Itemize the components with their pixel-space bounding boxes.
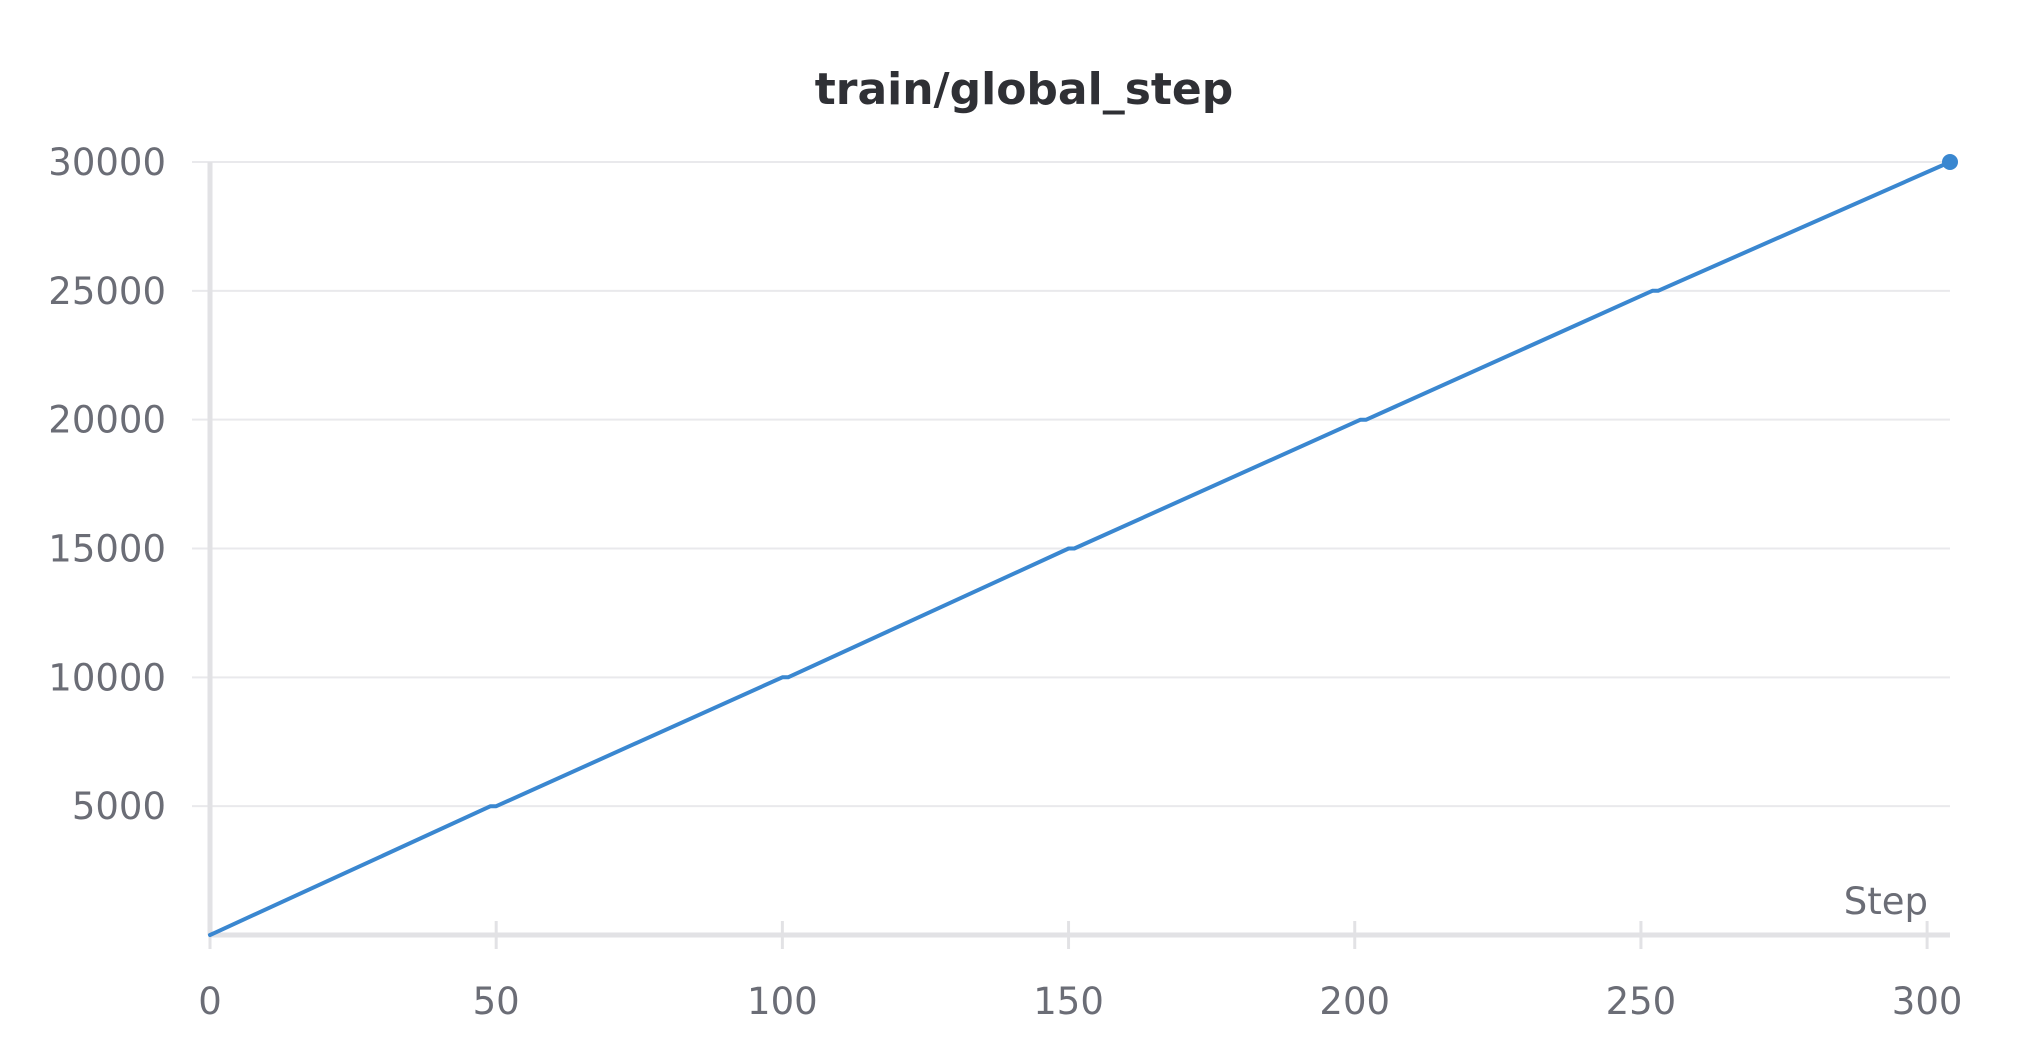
y-tick-label: 25000 (48, 270, 166, 313)
series-end-point (1942, 154, 1958, 170)
x-tick-label: 150 (1033, 980, 1104, 1023)
series-layer (208, 154, 1958, 937)
axes (207, 162, 1950, 949)
y-tick-label: 15000 (48, 528, 166, 571)
series-line (208, 160, 1952, 937)
y-tick-label: 5000 (72, 785, 166, 828)
y-tick-label: 30000 (48, 141, 166, 184)
y-tick-label: 10000 (48, 656, 166, 699)
x-axis-label: Step (1844, 880, 1928, 923)
y-tick-label: 20000 (48, 399, 166, 442)
x-tick-label: 50 (473, 980, 520, 1023)
tick-labels: 5000 10000 15000 20000 25000 30000 0 50 100 150 20… (48, 141, 1962, 1023)
x-tick-label: 100 (747, 980, 818, 1023)
x-tick-label: 300 (1892, 980, 1963, 1023)
x-tick-label: 250 (1606, 980, 1677, 1023)
gridlines (192, 161, 1950, 808)
x-tick-label: 0 (198, 980, 222, 1023)
chart-title: train/global_step (815, 64, 1234, 115)
x-tick-label: 200 (1319, 980, 1390, 1023)
